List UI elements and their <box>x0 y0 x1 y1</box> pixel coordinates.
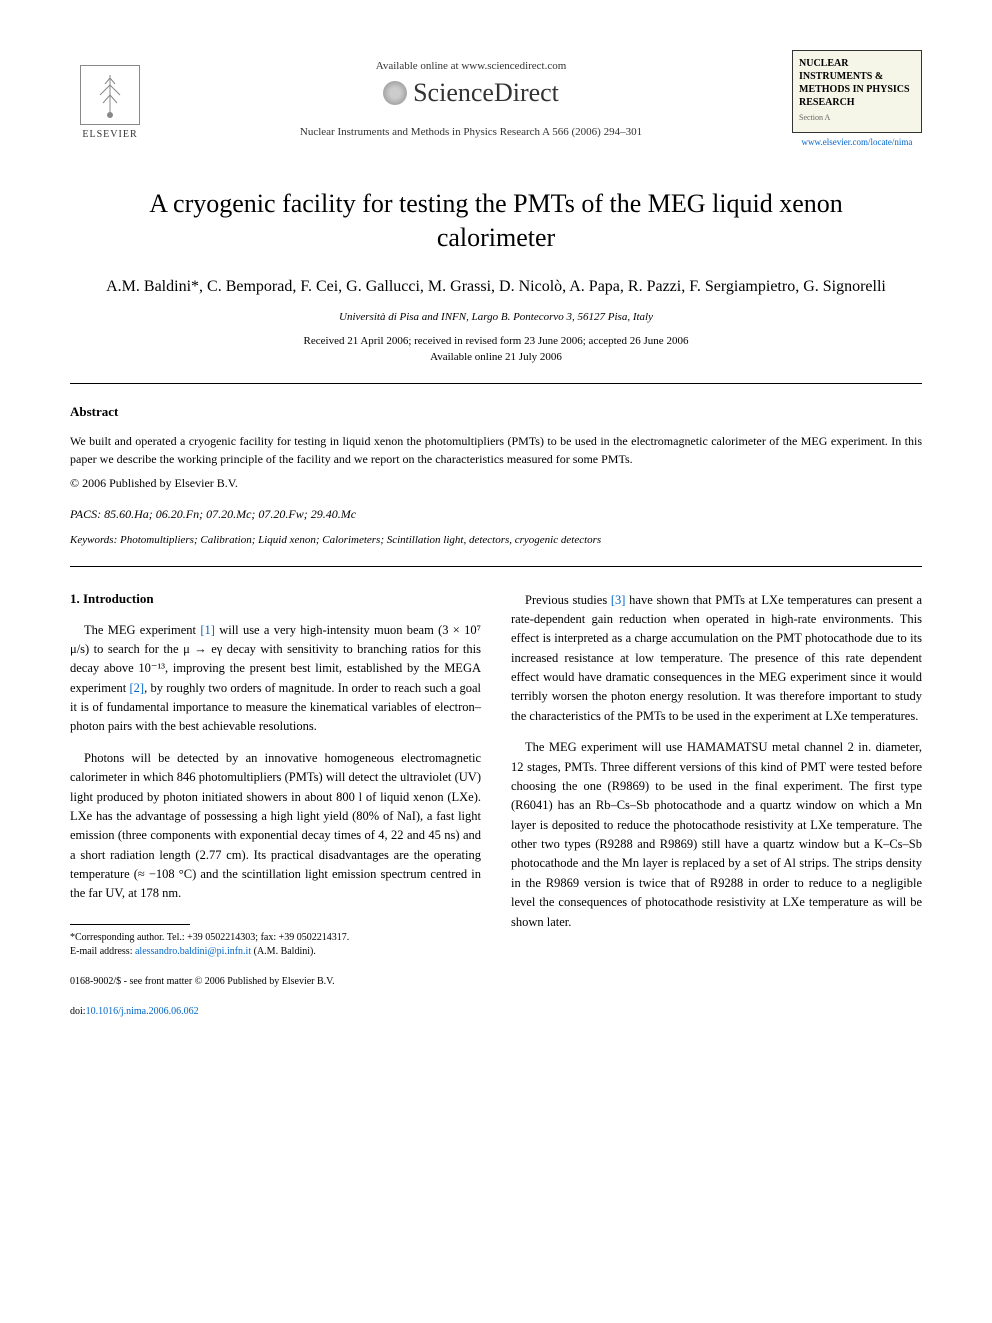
dates-online: Available online 21 July 2006 <box>70 351 922 363</box>
sciencedirect-icon <box>383 81 407 105</box>
journal-box-title: NUCLEAR INSTRUMENTS & METHODS IN PHYSICS… <box>799 57 915 109</box>
divider-top <box>70 383 922 384</box>
keywords: Keywords: Photomultipliers; Calibration;… <box>70 534 922 546</box>
col2-p1-text-a: Previous studies <box>525 593 611 607</box>
footnote-email-name: (A.M. Baldini). <box>251 946 316 957</box>
sciencedirect-logo: ScienceDirect <box>150 78 792 108</box>
copyright-text: © 2006 Published by Elsevier B.V. <box>70 476 922 491</box>
abstract-heading: Abstract <box>70 404 922 420</box>
reference-link-1[interactable]: [1] <box>200 623 215 637</box>
center-header: Available online at www.sciencedirect.co… <box>150 50 792 138</box>
reference-link-2[interactable]: [2] <box>130 681 145 695</box>
authors-list: A.M. Baldini*, C. Bemporad, F. Cei, G. G… <box>70 275 922 299</box>
journal-box-section: Section A <box>799 113 915 122</box>
right-column: Previous studies [3] have shown that PMT… <box>511 591 922 1019</box>
elsevier-logo: ELSEVIER <box>70 50 150 140</box>
left-column: 1. Introduction The MEG experiment [1] w… <box>70 591 481 1019</box>
section-1-heading: 1. Introduction <box>70 591 481 607</box>
article-title: A cryogenic facility for testing the PMT… <box>110 187 882 255</box>
journal-reference: Nuclear Instruments and Methods in Physi… <box>150 126 792 138</box>
pacs-codes: PACS: 85.60.Ha; 06.20.Fn; 07.20.Mc; 07.2… <box>70 507 922 522</box>
elsevier-tree-icon <box>80 65 140 125</box>
footnote-email-line: E-mail address: alessandro.baldini@pi.in… <box>70 945 481 959</box>
col2-paragraph-2: The MEG experiment will use HAMAMATSU me… <box>511 738 922 932</box>
journal-box: NUCLEAR INSTRUMENTS & METHODS IN PHYSICS… <box>792 50 922 133</box>
footnote-corresponding: *Corresponding author. Tel.: +39 0502214… <box>70 931 481 945</box>
dates-received: Received 21 April 2006; received in revi… <box>70 335 922 347</box>
footnote-email-link[interactable]: alessandro.baldini@pi.infn.it <box>135 946 251 957</box>
sciencedirect-text: ScienceDirect <box>413 78 559 108</box>
footer-doi-link[interactable]: 10.1016/j.nima.2006.06.062 <box>86 1006 199 1017</box>
two-column-layout: 1. Introduction The MEG experiment [1] w… <box>70 591 922 1019</box>
footer-issn: 0168-9002/$ - see front matter © 2006 Pu… <box>70 975 481 989</box>
col1-paragraph-1: The MEG experiment [1] will use a very h… <box>70 621 481 737</box>
footer-doi-label: doi: <box>70 1006 86 1017</box>
affiliation: Università di Pisa and INFN, Largo B. Po… <box>70 311 922 323</box>
abstract-text: We built and operated a cryogenic facili… <box>70 432 922 468</box>
col1-p1-text-a: The MEG experiment <box>84 623 200 637</box>
footnote-divider <box>70 924 190 925</box>
reference-link-3[interactable]: [3] <box>611 593 626 607</box>
col1-paragraph-2: Photons will be detected by an innovativ… <box>70 749 481 904</box>
elsevier-text: ELSEVIER <box>82 129 137 140</box>
footnote-email-label: E-mail address: <box>70 946 135 957</box>
divider-bottom <box>70 566 922 567</box>
available-online-text: Available online at www.sciencedirect.co… <box>150 60 792 72</box>
header-row: ELSEVIER Available online at www.science… <box>70 50 922 147</box>
journal-box-wrapper: NUCLEAR INSTRUMENTS & METHODS IN PHYSICS… <box>792 50 922 147</box>
col2-p1-text-b: have shown that PMTs at LXe temperatures… <box>511 593 922 723</box>
journal-link[interactable]: www.elsevier.com/locate/nima <box>792 137 922 147</box>
col2-paragraph-1: Previous studies [3] have shown that PMT… <box>511 591 922 727</box>
footer-doi-line: doi:10.1016/j.nima.2006.06.062 <box>70 1005 481 1019</box>
